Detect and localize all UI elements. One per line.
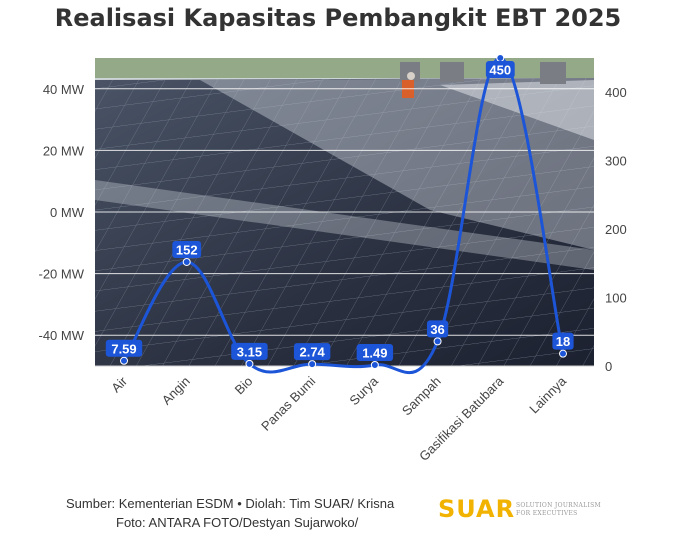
data-label-bg xyxy=(426,320,449,338)
x-tick-label: Angin xyxy=(159,374,193,408)
x-tick-label: Surya xyxy=(346,373,381,408)
right-axis: 0 100 200 300 400 xyxy=(605,85,627,374)
data-points xyxy=(120,54,567,369)
data-label-text: 450 xyxy=(489,63,511,78)
x-tick-label: Panas Bumi xyxy=(258,373,318,433)
right-tick-label: 0 xyxy=(605,359,612,374)
data-point xyxy=(559,349,567,358)
x-tick-label: Bio xyxy=(232,374,256,398)
data-point xyxy=(308,360,317,369)
right-tick-label: 400 xyxy=(605,85,627,100)
right-tick-label: 100 xyxy=(605,291,627,306)
right-tick-label: 300 xyxy=(605,154,627,169)
right-tick-label: 200 xyxy=(605,222,627,237)
data-label: 7.59 xyxy=(105,339,143,357)
suar-logo: SUAR xyxy=(438,495,516,523)
data-label-text: 2.74 xyxy=(299,345,325,360)
x-tick-label: Air xyxy=(108,373,130,395)
left-axis: -40 MW -20 MW 0 MW 20 MW 40 MW xyxy=(39,82,85,343)
source-text: Sumber: Kementerian ESDM • Diolah: Tim S… xyxy=(66,496,395,511)
chart-title: Realisasi Kapasitas Pembangkit EBT 2025 xyxy=(54,4,622,32)
data-label-bg xyxy=(552,332,574,350)
data-label: 36 xyxy=(426,320,449,338)
data-label-text: 3.15 xyxy=(237,344,262,359)
data-label: 18 xyxy=(552,332,574,350)
data-label-text: 152 xyxy=(176,242,198,257)
suar-logo-tagline: SOLUTION JOURNALISM FOR EXECUTIVES xyxy=(516,502,601,517)
data-label-bg xyxy=(231,342,268,360)
left-tick-label: 40 MW xyxy=(43,82,85,97)
data-label-bg xyxy=(293,343,331,361)
left-tick-label: -20 MW xyxy=(39,267,85,282)
data-label-bg xyxy=(356,343,394,361)
data-label: 1.49 xyxy=(356,343,394,361)
data-label: 450 xyxy=(485,61,515,78)
x-tick-label: Sampah xyxy=(399,374,444,419)
data-labels: 7.59 152 3.15 2.74 1.49 36 450 18 xyxy=(105,61,574,361)
data-point xyxy=(433,337,442,346)
data-label-bg xyxy=(105,339,143,357)
data-point xyxy=(245,359,254,368)
left-tick-label: 20 MW xyxy=(43,143,85,158)
data-point xyxy=(182,257,191,266)
data-label-text: 7.59 xyxy=(111,341,136,356)
x-axis: Air Angin Bio Panas Bumi Surya SampahGasifika… xyxy=(95,365,594,464)
data-point xyxy=(370,360,379,369)
photo-credit: Foto: ANTARA FOTO/Destyan Sujarwoko/ xyxy=(116,515,359,530)
data-label: 152 xyxy=(172,240,202,258)
data-point xyxy=(120,356,128,365)
data-point xyxy=(496,54,505,62)
data-label-bg xyxy=(172,240,202,258)
left-tick-label: -40 MW xyxy=(39,328,85,343)
data-label-text: 18 xyxy=(556,334,570,349)
data-label: 3.15 xyxy=(231,342,268,360)
left-tick-label: 0 MW xyxy=(50,205,85,220)
data-label-text: 1.49 xyxy=(362,345,387,360)
data-label-bg xyxy=(485,61,515,78)
gridlines xyxy=(95,88,594,336)
x-tick-label: Lainnya xyxy=(526,373,569,416)
data-label: 2.74 xyxy=(293,343,331,361)
data-label-text: 36 xyxy=(430,322,444,337)
